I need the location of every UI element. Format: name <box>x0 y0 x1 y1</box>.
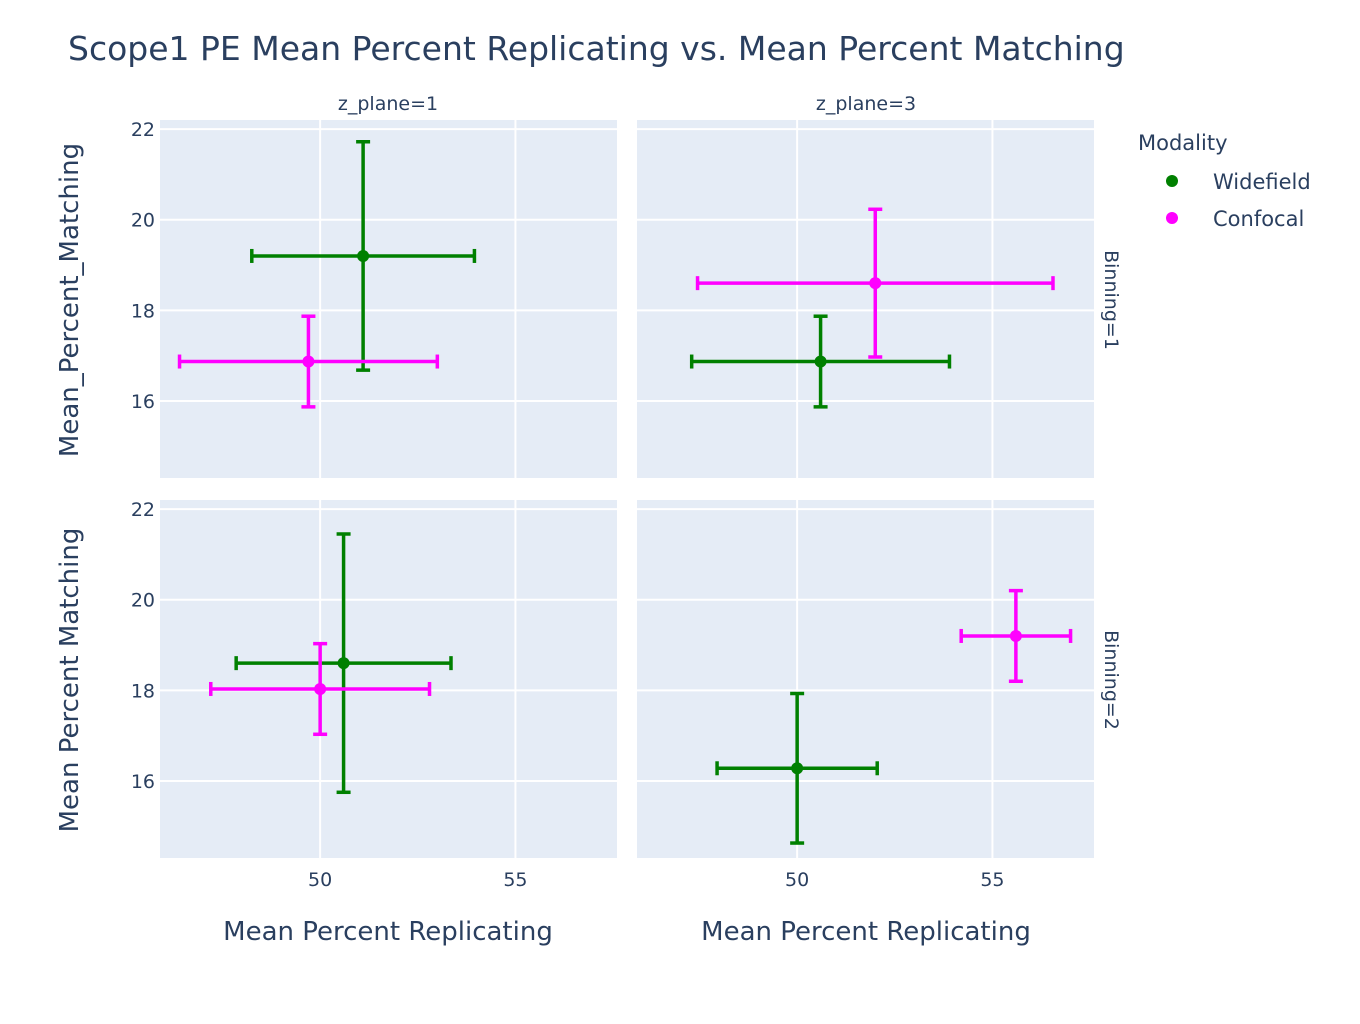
x-tick-label: 55 <box>980 869 1004 891</box>
y-axis-title-row-0: Mean_Percent_Matching <box>55 143 85 457</box>
y-axis-title-row-1: Mean Percent Matching <box>55 528 85 833</box>
chart-title: Scope1 PE Mean Percent Replicating vs. M… <box>68 29 1125 68</box>
x-axis-title-col-1: Mean Percent Replicating <box>701 917 1031 947</box>
y-tick-label: 22 <box>131 119 155 141</box>
point-group-widefield <box>234 532 453 795</box>
panel-background <box>637 120 1094 478</box>
x-tick-label: 50 <box>785 869 809 891</box>
panel-r0-c1 <box>637 120 1094 478</box>
row-facet-label-1: Binning=2 <box>1100 630 1122 730</box>
data-point-confocal[interactable] <box>302 355 315 368</box>
panel-background <box>637 500 1094 858</box>
legend-marker-confocal <box>1166 212 1178 224</box>
legend-title: Modality <box>1138 131 1228 155</box>
legend-label-widefield: Widefield <box>1213 170 1311 194</box>
data-point-widefield[interactable] <box>357 249 370 262</box>
y-tick-label: 20 <box>131 590 155 612</box>
panel-r0-c0: 16 18 20 22 <box>131 119 617 478</box>
data-point-confocal[interactable] <box>314 682 327 695</box>
y-tick-label: 22 <box>131 499 155 521</box>
y-tick-label: 16 <box>131 391 155 413</box>
point-group-confocal <box>959 588 1073 684</box>
panel-background <box>160 500 617 858</box>
data-point-widefield[interactable] <box>791 762 804 775</box>
legend-marker-widefield <box>1166 175 1178 187</box>
data-point-confocal[interactable] <box>1009 629 1022 642</box>
plot-panels: 16 18 20 22 16 18 20 22 50 55 50 55 <box>131 119 1094 891</box>
legend: Modality Widefield Confocal <box>1138 131 1311 231</box>
panel-r1-c0: 16 18 20 22 50 55 <box>131 499 617 891</box>
x-axis-title-col-0: Mean Percent Replicating <box>223 917 553 947</box>
x-tick-label: 50 <box>308 869 332 891</box>
data-point-confocal[interactable] <box>869 277 882 290</box>
y-tick-label: 16 <box>131 771 155 793</box>
y-tick-label: 18 <box>131 680 155 702</box>
point-group-confocal <box>209 641 432 737</box>
point-group-widefield <box>689 314 952 409</box>
point-group-confocal <box>177 314 440 409</box>
point-group-widefield <box>715 691 879 845</box>
data-point-widefield[interactable] <box>814 355 827 368</box>
data-point-widefield[interactable] <box>337 657 350 670</box>
col-facet-label-1: z_plane=3 <box>816 93 916 115</box>
legend-item-widefield[interactable]: Widefield <box>1166 170 1311 194</box>
row-facet-label-0: Binning=1 <box>1100 250 1122 350</box>
point-group-confocal <box>695 207 1055 359</box>
legend-item-confocal[interactable]: Confocal <box>1166 207 1304 231</box>
col-facet-label-0: z_plane=1 <box>338 93 438 115</box>
panel-background <box>160 120 617 478</box>
legend-label-confocal: Confocal <box>1213 207 1304 231</box>
y-tick-label: 20 <box>131 210 155 232</box>
panel-r1-c1: 50 55 <box>637 500 1094 891</box>
point-group-widefield <box>250 140 477 372</box>
x-tick-label: 55 <box>503 869 527 891</box>
y-tick-label: 18 <box>131 300 155 322</box>
